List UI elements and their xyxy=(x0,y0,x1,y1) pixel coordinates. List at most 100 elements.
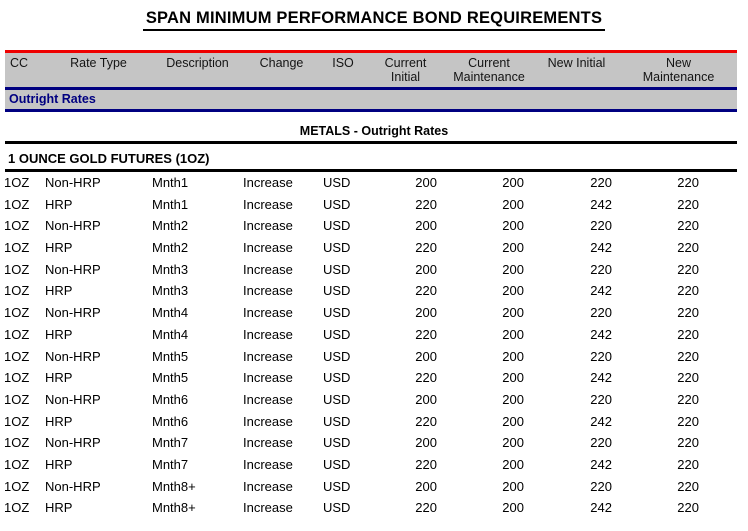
cell-current-initial: 200 xyxy=(415,391,437,407)
cell-change: Increase xyxy=(243,370,293,386)
title-row: SPAN MINIMUM PERFORMANCE BOND REQUIREMEN… xyxy=(0,0,748,50)
cell-rate-type: HRP xyxy=(45,370,73,386)
cell-change: Increase xyxy=(243,348,293,364)
cell-rate-type: HRP xyxy=(45,196,73,212)
cell-iso: USD xyxy=(323,348,351,364)
cell-description: Mnth4 xyxy=(152,326,189,342)
cell-new-maintenance: 220 xyxy=(677,370,699,386)
cell-change: Increase xyxy=(243,326,293,342)
spacer xyxy=(0,112,748,124)
table-row: 1OZ Non-HRP Mnth4 Increase USD 200 200 2… xyxy=(0,302,748,324)
cell-current-initial: 200 xyxy=(415,305,437,321)
cell-description: Mnth3 xyxy=(152,261,189,277)
cell-iso: USD xyxy=(323,435,351,451)
cell-iso: USD xyxy=(323,240,351,256)
cell-new-maintenance: 220 xyxy=(677,413,699,429)
cell-iso: USD xyxy=(323,326,351,342)
cell-rate-type: Non-HRP xyxy=(45,261,101,277)
table-body: 1OZ Non-HRP Mnth1 Increase USD 200 200 2… xyxy=(0,172,748,519)
cell-iso: USD xyxy=(323,218,351,234)
cell-current-initial: 200 xyxy=(415,478,437,494)
cell-new-initial: 220 xyxy=(590,175,612,190)
cell-description: Mnth5 xyxy=(152,348,189,364)
divider-rule xyxy=(5,141,737,144)
cell-rate-type: HRP xyxy=(45,240,73,256)
table-row: 1OZ HRP Mnth8+ Increase USD 220 200 242 … xyxy=(0,497,748,519)
cell-description: Mnth5 xyxy=(152,370,189,386)
cell-rate-type: Non-HRP xyxy=(45,305,101,321)
cell-iso: USD xyxy=(323,196,351,212)
cell-description: Mnth3 xyxy=(152,283,189,299)
cell-current-initial: 220 xyxy=(415,370,437,386)
cell-cc: 1OZ xyxy=(4,175,30,190)
cell-new-initial: 220 xyxy=(590,348,612,364)
cell-rate-type: Non-HRP xyxy=(45,175,101,190)
cell-cc: 1OZ xyxy=(4,326,30,342)
cell-new-maintenance: 220 xyxy=(677,240,699,256)
cell-change: Increase xyxy=(243,391,293,407)
cell-current-maintenance: 200 xyxy=(502,370,524,386)
cell-cc: 1OZ xyxy=(4,456,30,472)
cell-description: Mnth8+ xyxy=(152,478,196,494)
cell-rate-type: HRP xyxy=(45,283,73,299)
col-header-new-maintenance: New Maintenance xyxy=(642,56,715,84)
col-header-description: Description xyxy=(166,56,229,70)
table-row: 1OZ HRP Mnth5 Increase USD 220 200 242 2… xyxy=(0,367,748,389)
cell-current-initial: 200 xyxy=(415,435,437,451)
table-row: 1OZ Non-HRP Mnth1 Increase USD 200 200 2… xyxy=(0,172,748,194)
cell-cc: 1OZ xyxy=(4,348,30,364)
cell-current-maintenance: 200 xyxy=(502,413,524,429)
cell-iso: USD xyxy=(323,305,351,321)
cell-rate-type: HRP xyxy=(45,456,73,472)
cell-iso: USD xyxy=(323,261,351,277)
table-row: 1OZ Non-HRP Mnth3 Increase USD 200 200 2… xyxy=(0,259,748,281)
cell-iso: USD xyxy=(323,391,351,407)
cell-cc: 1OZ xyxy=(4,435,30,451)
table-row: 1OZ HRP Mnth6 Increase USD 220 200 242 2… xyxy=(0,411,748,433)
cell-rate-type: Non-HRP xyxy=(45,348,101,364)
cell-change: Increase xyxy=(243,500,293,516)
cell-rate-type: HRP xyxy=(45,500,73,516)
cell-cc: 1OZ xyxy=(4,305,30,321)
cell-iso: USD xyxy=(323,283,351,299)
cell-current-initial: 220 xyxy=(415,283,437,299)
cell-current-initial: 200 xyxy=(415,261,437,277)
cell-description: Mnth2 xyxy=(152,240,189,256)
cell-new-initial: 242 xyxy=(590,500,612,516)
col-header-current-maintenance: Current Maintenance xyxy=(453,56,525,84)
cell-current-initial: 220 xyxy=(415,413,437,429)
cell-cc: 1OZ xyxy=(4,370,30,386)
cell-cc: 1OZ xyxy=(4,240,30,256)
cell-description: Mnth1 xyxy=(152,196,189,212)
cell-current-maintenance: 200 xyxy=(502,196,524,212)
cell-rate-type: HRP xyxy=(45,326,73,342)
cell-description: Mnth4 xyxy=(152,305,189,321)
cell-description: Mnth2 xyxy=(152,218,189,234)
cell-iso: USD xyxy=(323,413,351,429)
cell-new-maintenance: 220 xyxy=(677,218,699,234)
cell-current-maintenance: 200 xyxy=(502,456,524,472)
cell-change: Increase xyxy=(243,413,293,429)
table-row: 1OZ HRP Mnth3 Increase USD 220 200 242 2… xyxy=(0,280,748,302)
cell-description: Mnth7 xyxy=(152,435,189,451)
col-header-rate-type: Rate Type xyxy=(70,56,127,70)
table-row: 1OZ HRP Mnth4 Increase USD 220 200 242 2… xyxy=(0,324,748,346)
cell-cc: 1OZ xyxy=(4,500,30,516)
cell-new-initial: 242 xyxy=(590,240,612,256)
cell-change: Increase xyxy=(243,261,293,277)
cell-description: Mnth6 xyxy=(152,413,189,429)
cell-new-maintenance: 220 xyxy=(677,478,699,494)
cell-change: Increase xyxy=(243,175,293,190)
cell-new-maintenance: 220 xyxy=(677,305,699,321)
cell-current-maintenance: 200 xyxy=(502,478,524,494)
cell-current-maintenance: 200 xyxy=(502,240,524,256)
cell-current-maintenance: 200 xyxy=(502,283,524,299)
cell-new-initial: 242 xyxy=(590,196,612,212)
cell-current-maintenance: 200 xyxy=(502,500,524,516)
cell-iso: USD xyxy=(323,456,351,472)
cell-current-initial: 220 xyxy=(415,240,437,256)
cell-new-maintenance: 220 xyxy=(677,261,699,277)
table-row: 1OZ HRP Mnth7 Increase USD 220 200 242 2… xyxy=(0,454,748,476)
cell-new-initial: 242 xyxy=(590,283,612,299)
cell-description: Mnth1 xyxy=(152,175,189,190)
